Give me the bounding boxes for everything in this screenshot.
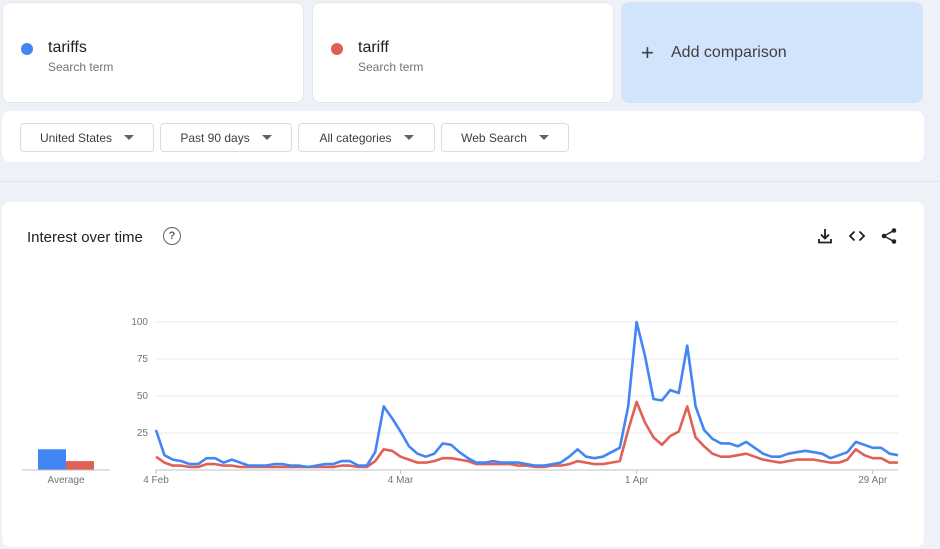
interest-line-chart: 25 50 75 100 4 Feb 4 Mar 1 Apr 29 Apr Average xyxy=(22,317,899,486)
average-bar-tariffs xyxy=(38,449,66,470)
term-card-tariff[interactable]: tariff Search term xyxy=(312,2,614,103)
add-comparison-button[interactable]: + Add comparison xyxy=(621,2,923,103)
term-name[interactable]: tariffs xyxy=(48,39,87,56)
term-name[interactable]: tariff xyxy=(358,39,389,56)
location-filter-label: United States xyxy=(39,130,113,145)
section-divider xyxy=(0,181,940,182)
series-line-tariffs xyxy=(154,320,899,469)
x-tick-label: 29 Apr xyxy=(858,475,888,486)
download-icon[interactable] xyxy=(815,226,835,246)
filter-bar: United States Past 90 days All categorie… xyxy=(2,111,924,162)
plus-icon: + xyxy=(641,39,654,65)
series-color-dot xyxy=(331,43,343,55)
term-subtitle: Search term xyxy=(358,60,424,74)
x-tick-label: 4 Feb xyxy=(143,475,169,486)
average-bar-tariff xyxy=(66,461,94,470)
y-tick-label: 75 xyxy=(137,354,149,365)
add-comparison-label: Add comparison xyxy=(671,43,787,61)
interest-over-time-panel: Interest over time ? 25 50 75 100 4 Feb 4 Mar… xyxy=(2,202,924,547)
y-tick-label: 25 xyxy=(137,428,149,439)
time-range-filter-label: Past 90 days xyxy=(180,130,250,145)
caret-down-icon xyxy=(124,135,135,140)
search-type-filter[interactable]: Web Search xyxy=(441,123,569,152)
search-type-filter-label: Web Search xyxy=(461,130,527,145)
series-line-tariff xyxy=(155,400,898,469)
caret-down-icon xyxy=(261,135,272,140)
x-tick-label: 1 Apr xyxy=(625,475,649,486)
location-filter[interactable]: United States xyxy=(20,123,154,152)
category-filter[interactable]: All categories xyxy=(298,123,435,152)
average-label: Average xyxy=(47,475,85,486)
series-color-dot xyxy=(21,43,33,55)
category-filter-label: All categories xyxy=(319,130,392,145)
panel-title: Interest over time xyxy=(27,229,143,246)
embed-icon[interactable] xyxy=(847,226,867,246)
term-card-tariffs[interactable]: tariffs Search term xyxy=(2,2,304,103)
caret-down-icon xyxy=(403,135,414,140)
caret-down-icon xyxy=(538,135,549,140)
y-tick-label: 100 xyxy=(131,317,148,328)
share-icon[interactable] xyxy=(879,226,899,246)
help-icon[interactable]: ? xyxy=(163,227,181,245)
time-range-filter[interactable]: Past 90 days xyxy=(160,123,292,152)
y-tick-label: 50 xyxy=(137,391,149,402)
term-subtitle: Search term xyxy=(48,60,114,74)
x-tick-label: 4 Mar xyxy=(388,475,414,486)
